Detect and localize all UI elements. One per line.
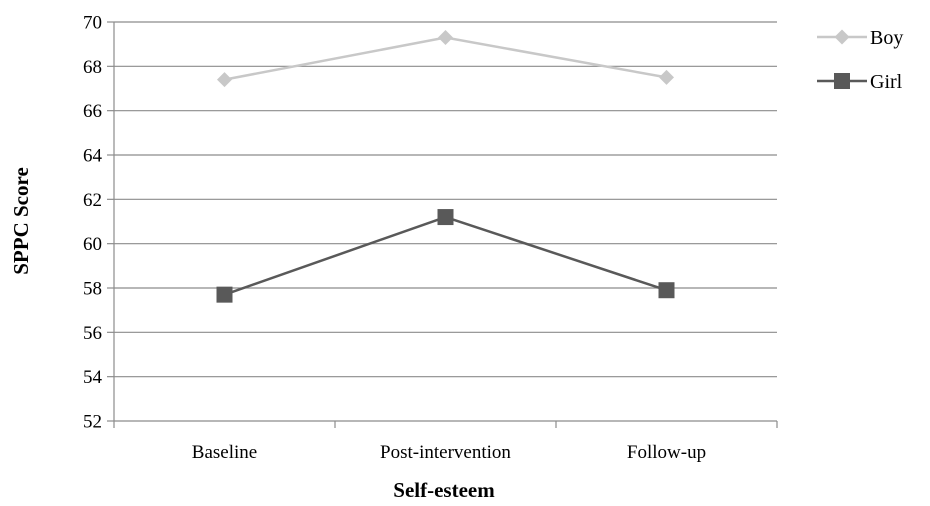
point-boy (659, 69, 674, 85)
point-girl (658, 282, 675, 299)
y-tick-label: 58 (83, 279, 102, 300)
y-tick-label: 60 (83, 234, 102, 255)
legend-marker-boy (834, 29, 850, 45)
series-line-girl (224, 215, 667, 296)
point-girl (216, 286, 233, 303)
legend-item-girl: Girl (817, 71, 903, 93)
series-group (216, 30, 675, 303)
axes (107, 21, 778, 428)
point-boy (217, 72, 232, 88)
y-tick-label: 56 (83, 323, 102, 344)
y-tick-label: 70 (83, 13, 102, 34)
point-boy (438, 30, 453, 46)
point-girl (437, 209, 454, 226)
x-tick-labels: Baseline Post-intervention Follow-up (192, 442, 706, 463)
x-tick-label: Post-intervention (380, 442, 511, 463)
series-girl (216, 209, 675, 303)
x-tick-label: Baseline (192, 442, 257, 463)
x-tick-label: Follow-up (627, 442, 706, 463)
y-tick-label: 66 (83, 101, 102, 122)
y-tick-label: 68 (83, 57, 102, 78)
legend-label-boy: Boy (870, 27, 903, 49)
y-tick-label: 62 (83, 190, 102, 211)
y-tick-label: 54 (83, 367, 103, 388)
legend-label-girl: Girl (870, 71, 903, 93)
x-axis-title: Self-esteem (393, 478, 495, 502)
legend-marker-girl (834, 73, 850, 89)
y-tick-labels: 52 54 56 58 60 62 64 66 68 70 (83, 13, 103, 433)
y-tick-label: 64 (83, 146, 103, 167)
y-axis-title: SPPC Score (9, 167, 33, 275)
y-tick-label: 52 (83, 412, 102, 433)
series-boy (217, 30, 674, 88)
legend-item-boy: Boy (817, 27, 903, 49)
legend: Boy Girl (817, 27, 903, 93)
